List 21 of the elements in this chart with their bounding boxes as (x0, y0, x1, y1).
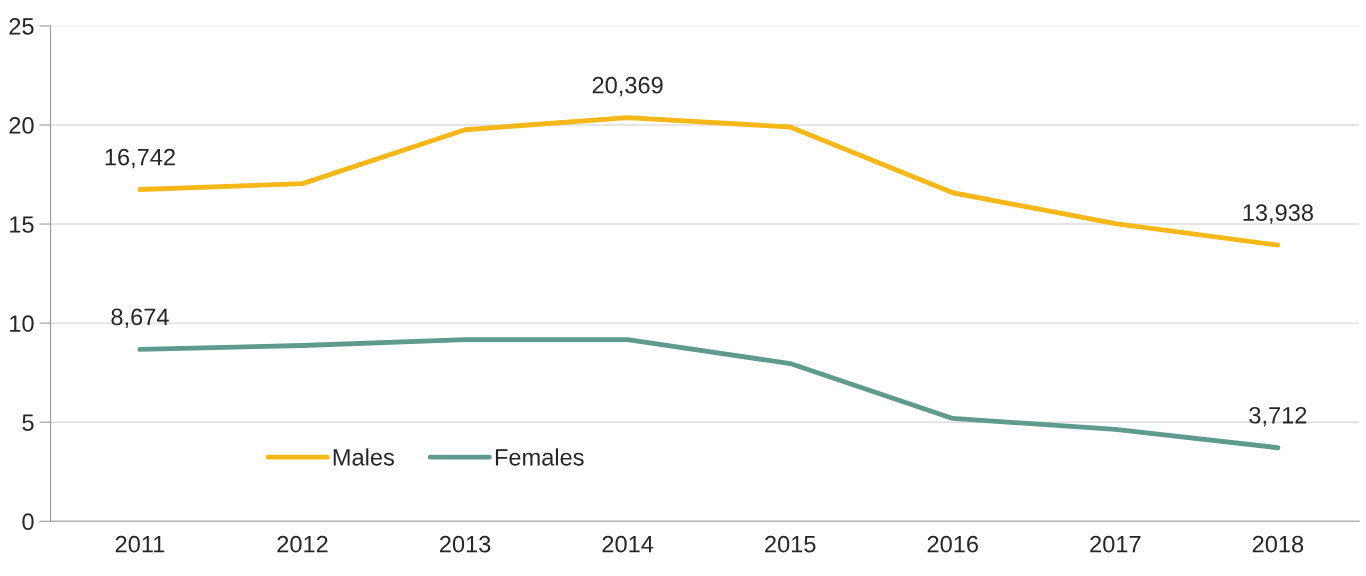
annotation: 20,369 (592, 76, 663, 97)
annotation: 13,938 (1243, 204, 1313, 224)
x-tick-label: 2018 (1252, 535, 1304, 553)
annotation: 16,742 (105, 148, 175, 169)
annotation: 8,674 (111, 308, 169, 329)
annotation: 3,712 (1249, 406, 1307, 427)
y-tick-label: 25 (9, 17, 34, 35)
legend-label: Females (495, 448, 584, 466)
x-tick-label: 2014 (602, 535, 654, 553)
x-tick-label: 2012 (277, 535, 328, 553)
x-tick-label: 2017 (1090, 535, 1141, 553)
y-tick-label: 15 (10, 216, 34, 233)
x-tick-label: 2015 (765, 535, 816, 553)
y-tick-label: 10 (10, 315, 34, 332)
y-tick-label: 5 (22, 414, 34, 431)
y-tick-label: 0 (22, 513, 34, 531)
x-tick-label: 2016 (927, 535, 978, 553)
y-tick-label: 20 (9, 117, 34, 134)
legend-label: Males (333, 448, 394, 466)
x-tick-label: 2011 (115, 535, 165, 553)
x-tick-label: 2013 (440, 535, 491, 553)
